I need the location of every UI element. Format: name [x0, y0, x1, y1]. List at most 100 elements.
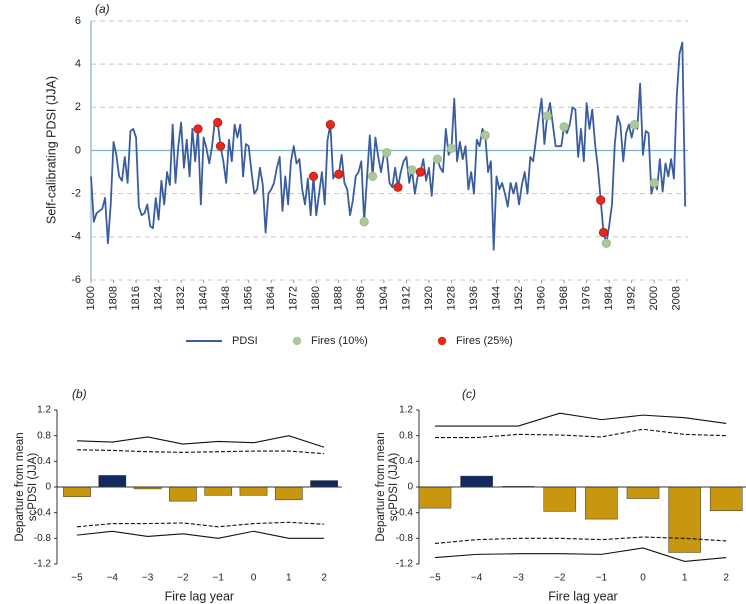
x-tick-label: 1800 [85, 286, 97, 310]
y-tick-label: 0 [45, 482, 51, 493]
fire-point [559, 122, 569, 132]
x-tick-label: 1872 [288, 286, 300, 310]
x-tick-label: 0 [251, 573, 257, 584]
x-tick-label: 1816 [130, 286, 142, 310]
fire-point [393, 182, 403, 192]
x-tick-label: −5 [429, 573, 441, 584]
x-tick-label: 1976 [581, 286, 593, 310]
x-tick-label: −2 [177, 573, 189, 584]
fire-point [407, 165, 417, 175]
bar [310, 480, 338, 488]
fire-point [629, 120, 640, 130]
x-tick-label: 1848 [220, 286, 232, 310]
panel-label: (b) [72, 387, 87, 401]
bar [204, 486, 233, 496]
x-tick-label: 2000 [648, 286, 660, 310]
y-axis-label: Self-calibrating PDSI (JJA) [44, 76, 58, 224]
panel-label: (a) [95, 2, 110, 16]
legend-swatch [437, 336, 447, 346]
fire-point [415, 167, 426, 177]
fire-point [215, 141, 226, 151]
bar [418, 486, 452, 509]
x-tick-label: 1840 [198, 286, 210, 310]
x-tick-label: −5 [71, 573, 83, 584]
bar [274, 486, 303, 501]
x-tick-label: 1880 [310, 286, 322, 310]
y-tick-label: 6 [75, 15, 81, 27]
x-tick-label: −1 [596, 573, 608, 584]
y-tick-label: 0.8 [399, 430, 413, 441]
x-tick-label: 1984 [603, 286, 615, 310]
x-tick-label: 0 [640, 573, 646, 584]
x-tick-label: 1992 [626, 286, 638, 310]
bar [626, 486, 660, 499]
bar [668, 486, 701, 553]
fire-point [601, 238, 611, 248]
x-tick-label: 2 [723, 573, 729, 584]
y-tick-label: -1.2 [396, 559, 414, 570]
y-tick-label: 4 [75, 58, 81, 70]
confidence-line [76, 449, 325, 455]
fire-point [480, 130, 490, 140]
bar [169, 486, 197, 502]
confidence-line [434, 536, 727, 545]
x-tick-label: 1856 [243, 286, 255, 310]
confidence-line [76, 530, 325, 539]
pdsi-line [90, 41, 687, 251]
legend-label: PDSI [232, 335, 258, 347]
x-tick-label: −3 [512, 573, 524, 584]
fire-point [598, 227, 609, 238]
y-tick-label: 0 [75, 144, 81, 156]
fire-point [308, 171, 319, 181]
x-tick-label: 1960 [535, 286, 547, 310]
x-tick-label: 2 [321, 573, 327, 584]
bar [239, 486, 268, 496]
confidence-line [76, 521, 325, 528]
x-tick-label: 1968 [558, 286, 570, 310]
fire-point [213, 117, 223, 128]
y-tick-label: -0.8 [34, 533, 52, 544]
bar [709, 486, 743, 511]
fire-point [432, 154, 442, 164]
legend-label: Fires (25%) [456, 335, 513, 347]
bar [63, 486, 91, 497]
legend-swatch [292, 336, 302, 346]
fire-point [649, 178, 659, 188]
x-tick-label: 1864 [265, 286, 277, 310]
x-tick-label: −3 [142, 573, 154, 584]
x-tick-label: 1824 [152, 286, 164, 310]
legend-label: Fires (10%) [311, 335, 368, 347]
x-tick-label: 1904 [378, 286, 390, 310]
fire-point [368, 171, 378, 181]
x-tick-label: 1928 [445, 286, 457, 310]
y-axis-label: scPDSI (JJA) [388, 453, 400, 522]
y-tick-label: -0.4 [34, 507, 52, 518]
x-tick-label: 1832 [175, 286, 187, 310]
fire-point [193, 124, 203, 134]
y-axis-label: scPDSI (JJA) [27, 453, 39, 522]
x-tick-label: 1952 [513, 286, 525, 310]
fire-point [596, 195, 606, 205]
bar [460, 475, 493, 488]
x-tick-label: 1944 [490, 286, 502, 310]
confidence-line [76, 435, 325, 448]
fire-point [446, 143, 457, 153]
fire-point [334, 169, 344, 179]
x-tick-label: −2 [554, 573, 566, 584]
bar [585, 486, 618, 520]
fire-point [325, 120, 335, 130]
y-axis-label: Departure from mean [375, 432, 387, 541]
y-tick-label: 0.4 [37, 456, 51, 467]
y-tick-label: -0.8 [396, 533, 414, 544]
x-tick-label: 1888 [333, 286, 345, 310]
y-tick-label: -6 [71, 274, 81, 286]
y-tick-label: -1.2 [34, 559, 52, 570]
x-tick-label: −4 [471, 573, 483, 584]
x-tick-label: 1896 [355, 286, 367, 310]
x-tick-label: 1912 [400, 286, 412, 310]
panel-label: (c) [462, 387, 476, 401]
confidence-line [435, 428, 727, 439]
y-tick-label: 0.8 [37, 430, 51, 441]
y-tick-label: 0.4 [399, 456, 413, 467]
y-axis-label: Departure from mean [14, 432, 26, 541]
